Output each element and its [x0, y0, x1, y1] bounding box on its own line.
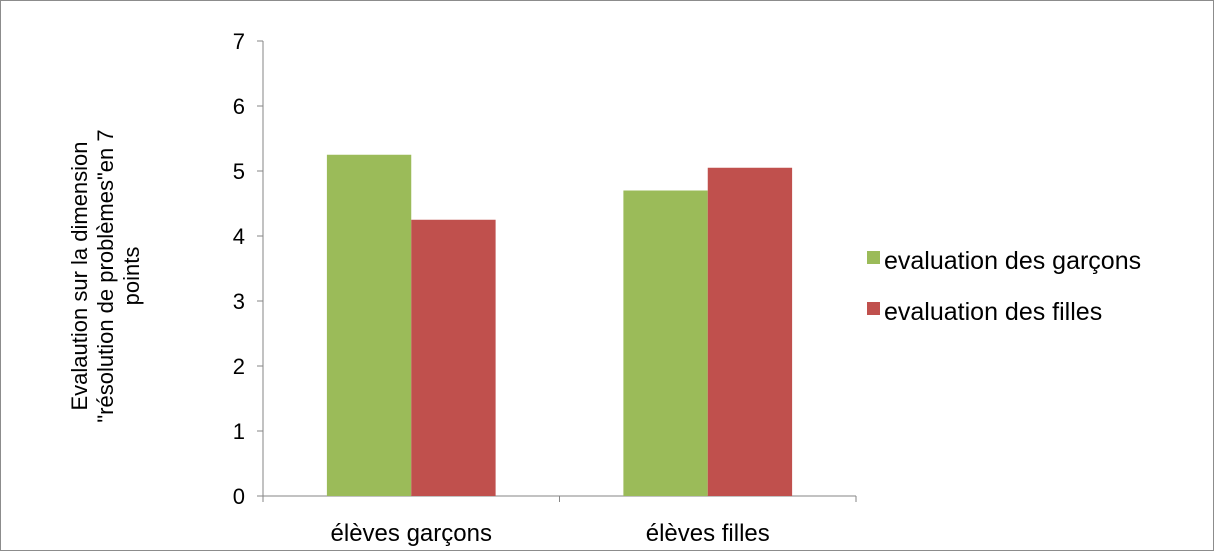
legend-label: evaluation des garçons — [884, 247, 1141, 275]
x-category-label: élèves garçons — [331, 520, 492, 547]
y-tick-label: 7 — [233, 29, 245, 54]
y-tick-label: 5 — [233, 159, 245, 184]
bar-filles-eleves-filles — [707, 167, 793, 496]
axis-labels: 0 1 2 3 4 5 6 7 élèves garçons élèves filles — [233, 29, 770, 547]
y-axis-title: Evalaution sur la dimension "résolution … — [67, 129, 144, 422]
bar-filles-eleves-garcons — [411, 219, 496, 496]
bar-garcons-eleves-garcons — [326, 154, 412, 496]
legend: evaluation des garçons evaluation des fil… — [867, 247, 1141, 326]
y-tick-label: 0 — [233, 484, 245, 509]
bar-garcons-eleves-filles — [623, 190, 708, 496]
x-category-label: élèves filles — [646, 520, 770, 547]
legend-swatch — [867, 302, 880, 315]
y-tick-label: 3 — [233, 289, 245, 314]
y-tick-label: 6 — [233, 94, 245, 119]
y-axis-title-line-2: "résolution de problèmes"en 7 — [93, 129, 118, 422]
y-tick-label: 4 — [233, 224, 245, 249]
y-axis-title-line-3: points — [119, 247, 144, 306]
bars — [326, 154, 793, 496]
legend-label: evaluation des filles — [884, 298, 1102, 326]
y-tick-label: 2 — [233, 354, 245, 379]
y-axis-title-line-1: Evalaution sur la dimension — [67, 141, 92, 410]
y-tick-label: 1 — [233, 419, 245, 444]
legend-swatch — [867, 251, 880, 264]
